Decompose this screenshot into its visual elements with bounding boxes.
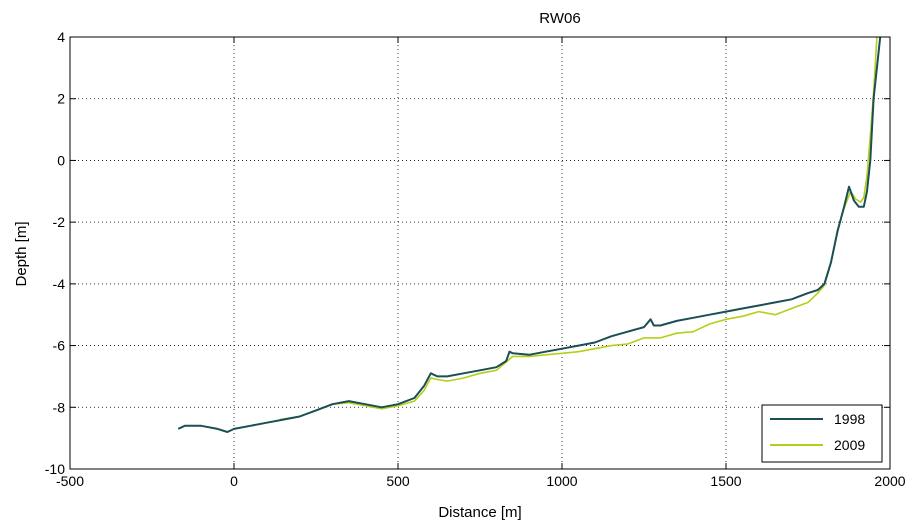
grid-lines: [70, 37, 890, 469]
series-line-2009: [279, 37, 878, 421]
x-tick-label: -500: [56, 473, 84, 489]
x-tick-label: 500: [386, 473, 410, 489]
legend: 1998 2009: [761, 404, 883, 463]
x-axis-label: Distance [m]: [438, 504, 521, 521]
legend-label-1998: 1998: [834, 411, 865, 427]
y-tick-label: 4: [57, 29, 65, 45]
chart-title: RW06: [539, 10, 580, 27]
x-tick-label: 2000: [874, 473, 905, 489]
y-tick-label: -8: [53, 399, 66, 415]
legend-box: [761, 404, 883, 463]
y-tick-label: -10: [45, 461, 65, 477]
plot-series: [177, 37, 882, 433]
y-tick-label: 2: [57, 91, 65, 107]
x-tick-label: 0: [230, 473, 238, 489]
y-tick-label: -2: [53, 214, 66, 230]
x-tick-label: 1000: [546, 473, 577, 489]
legend-label-2009: 2009: [834, 437, 865, 453]
x-tick-label: 1500: [710, 473, 741, 489]
y-axis-label: Depth [m]: [13, 221, 30, 286]
y-tick-label: 0: [57, 152, 65, 168]
series-line-1998: [177, 37, 882, 433]
y-tick-label: -4: [53, 276, 66, 292]
axes-box: [69, 36, 891, 470]
y-tick-label: -6: [53, 338, 66, 354]
axis-ticks: -500 0 500 1000 1500 2000 4 2 0 -2 -4 -6 -8 -10: [45, 29, 906, 489]
